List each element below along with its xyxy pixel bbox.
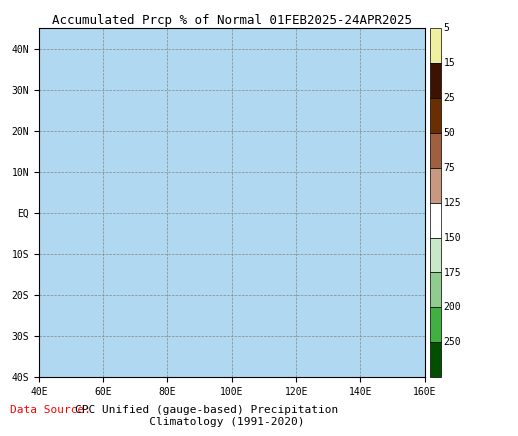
- FancyBboxPatch shape: [430, 272, 441, 307]
- Text: 250: 250: [443, 337, 461, 347]
- Text: 5: 5: [443, 24, 450, 33]
- Text: 50: 50: [443, 128, 455, 138]
- Text: CPC Unified (gauge-based) Precipitation
           Climatology (1991-2020): CPC Unified (gauge-based) Precipitation …: [75, 405, 338, 427]
- Text: Data Source:: Data Source:: [10, 405, 91, 416]
- Title: Accumulated Prcp % of Normal 01FEB2025-24APR2025: Accumulated Prcp % of Normal 01FEB2025-2…: [52, 14, 412, 27]
- FancyBboxPatch shape: [430, 203, 441, 238]
- FancyBboxPatch shape: [430, 133, 441, 168]
- FancyBboxPatch shape: [430, 28, 441, 63]
- FancyBboxPatch shape: [430, 238, 441, 272]
- Text: 25: 25: [443, 93, 455, 103]
- FancyBboxPatch shape: [430, 98, 441, 133]
- FancyBboxPatch shape: [430, 307, 441, 342]
- Text: 200: 200: [443, 303, 461, 312]
- Text: 75: 75: [443, 163, 455, 173]
- Text: 175: 175: [443, 268, 461, 277]
- Text: 15: 15: [443, 58, 455, 68]
- FancyBboxPatch shape: [430, 342, 441, 377]
- FancyBboxPatch shape: [430, 63, 441, 98]
- FancyBboxPatch shape: [430, 168, 441, 203]
- Text: 150: 150: [443, 233, 461, 242]
- Text: 125: 125: [443, 198, 461, 208]
